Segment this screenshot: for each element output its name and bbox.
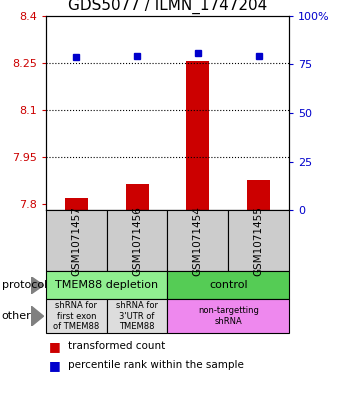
Text: other: other: [2, 311, 31, 321]
Text: shRNA for
3'UTR of
TMEM88: shRNA for 3'UTR of TMEM88: [116, 301, 158, 331]
Polygon shape: [31, 277, 44, 294]
Bar: [247, 180, 270, 210]
Text: TMEM88 depletion: TMEM88 depletion: [55, 280, 158, 290]
Text: percentile rank within the sample: percentile rank within the sample: [68, 360, 244, 370]
Bar: [186, 61, 209, 210]
Text: non-targetting
shRNA: non-targetting shRNA: [198, 307, 259, 326]
Text: GSM1071457: GSM1071457: [71, 206, 81, 275]
Text: transformed count: transformed count: [68, 341, 165, 351]
Text: shRNA for
first exon
of TMEM88: shRNA for first exon of TMEM88: [53, 301, 99, 331]
Text: ■: ■: [49, 340, 61, 353]
Title: GDS5077 / ILMN_1747204: GDS5077 / ILMN_1747204: [68, 0, 267, 15]
Text: GSM1071455: GSM1071455: [254, 206, 264, 275]
Text: control: control: [209, 280, 248, 290]
Bar: [65, 198, 88, 210]
Text: ■: ■: [49, 358, 61, 372]
Text: GSM1071454: GSM1071454: [193, 206, 203, 275]
Bar: [125, 184, 149, 210]
Polygon shape: [31, 306, 44, 326]
Text: protocol: protocol: [2, 280, 47, 290]
Text: GSM1071456: GSM1071456: [132, 206, 142, 275]
